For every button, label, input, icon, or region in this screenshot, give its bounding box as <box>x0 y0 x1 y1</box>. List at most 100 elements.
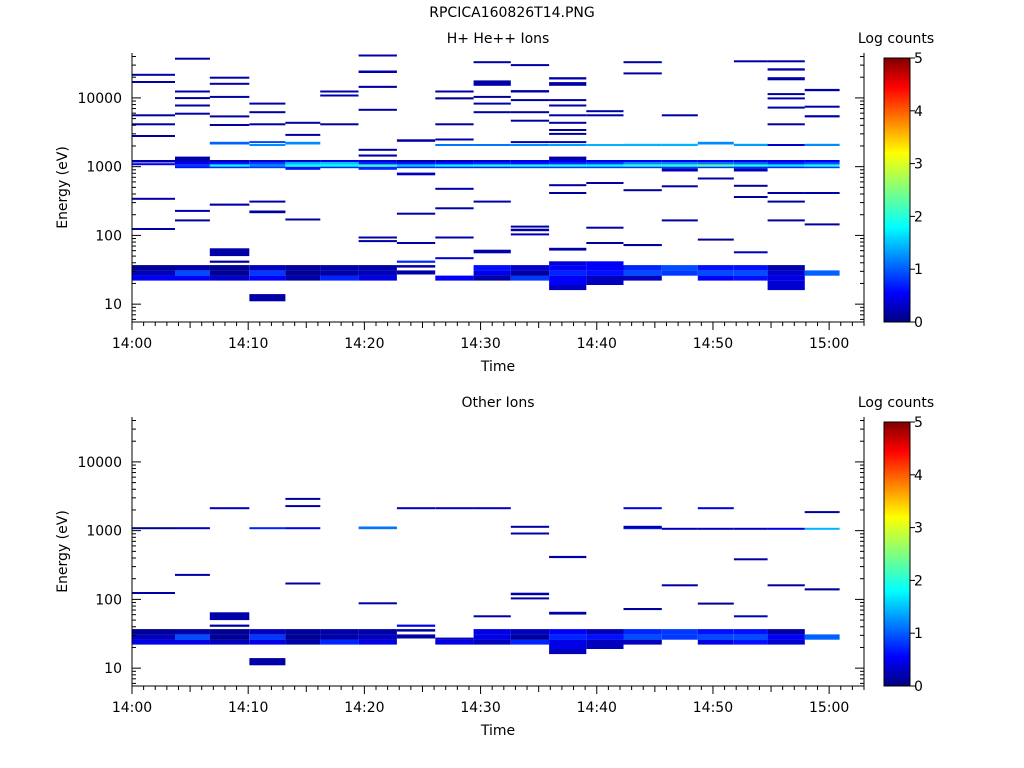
heatmap-cell <box>435 275 474 281</box>
heatmap-cell <box>396 172 436 176</box>
heatmap-cell <box>320 634 359 640</box>
colorbar-tick-label: 1 <box>914 626 923 642</box>
heatmap-cell <box>804 143 840 146</box>
heatmap-cell <box>549 634 587 640</box>
heatmap-cell <box>510 164 550 167</box>
heatmap-cell <box>510 634 550 640</box>
heatmap-cell <box>767 60 805 63</box>
heatmap-cell <box>209 260 250 263</box>
heatmap-cell <box>435 187 474 190</box>
heatmap-cell <box>549 114 587 117</box>
heatmap-cell <box>767 265 805 271</box>
heatmap-cell <box>209 270 250 276</box>
heatmap-cell <box>733 196 768 198</box>
heatmap-cell <box>435 507 474 510</box>
heatmap-cell <box>767 166 805 169</box>
heatmap-cell <box>733 166 768 169</box>
heatmap-cell <box>358 85 397 88</box>
heatmap-cell <box>623 527 662 530</box>
heatmap-cell <box>623 143 662 146</box>
heatmap-cell <box>767 160 805 162</box>
x-tick-label: 14:20 <box>344 700 384 716</box>
heatmap-cell <box>209 95 250 98</box>
heatmap-cell <box>435 97 474 100</box>
heatmap-cell <box>358 164 397 167</box>
heatmap-cell <box>249 265 286 271</box>
x-tick-label: 14:30 <box>460 336 500 352</box>
heatmap-cell <box>285 164 321 167</box>
heatmap-cell <box>586 114 624 117</box>
heatmap-cell <box>804 192 840 194</box>
heatmap-cell <box>132 275 175 281</box>
heatmap-cell <box>697 639 734 645</box>
heatmap-cell <box>586 182 624 184</box>
heatmap-cell <box>804 88 840 92</box>
heatmap-cell <box>209 248 250 257</box>
panel-title: H+ He++ Ions <box>447 31 550 47</box>
heatmap-cell <box>804 162 840 165</box>
heatmap-cell <box>510 629 550 635</box>
heatmap-cell <box>623 608 662 611</box>
heatmap-cell <box>132 123 175 126</box>
heatmap-cell <box>623 507 662 510</box>
heatmap-cell <box>249 658 286 666</box>
heatmap-cell <box>473 639 511 645</box>
heatmap-cell <box>767 77 805 81</box>
heatmap-cell <box>804 223 840 226</box>
heatmap-cell <box>435 257 474 260</box>
heatmap-cell <box>697 634 734 640</box>
heatmap-cell <box>549 261 587 266</box>
heatmap-cell <box>358 526 397 530</box>
heatmap-cell <box>804 164 840 167</box>
heatmap-cell <box>285 634 321 640</box>
heatmap-cell <box>473 615 511 618</box>
heatmap-cell <box>804 527 840 530</box>
heatmap-cell <box>175 156 210 160</box>
heatmap-cell <box>549 99 587 102</box>
heatmap-cell <box>586 634 624 640</box>
heatmap-cell <box>661 185 698 188</box>
heatmap-cell <box>285 218 321 221</box>
heatmap-cell <box>175 166 210 169</box>
heatmap-cell <box>767 144 805 146</box>
heatmap-cell <box>549 141 587 144</box>
colorbar-tick-label: 4 <box>914 104 923 120</box>
heatmap-cell <box>175 160 210 162</box>
heatmap-cell <box>733 639 768 645</box>
heatmap-cell <box>549 144 587 146</box>
heatmap-cell <box>733 527 768 530</box>
heatmap-cell <box>623 634 662 640</box>
heatmap-cell <box>804 634 840 640</box>
heatmap-cell <box>623 265 662 271</box>
heatmap-cell <box>209 160 250 162</box>
colorbar-tick-label: 2 <box>914 573 923 589</box>
heatmap-cell <box>285 160 321 162</box>
figure-title: RPCICA160826T14.PNG <box>429 5 595 21</box>
heatmap-cell <box>358 602 397 605</box>
heatmap-cell <box>473 629 511 635</box>
heatmap-cell <box>473 265 511 271</box>
heatmap-cell <box>132 81 175 83</box>
heatmap-cell <box>473 634 511 640</box>
heatmap-cell <box>623 61 662 64</box>
heatmap-cell <box>586 226 624 229</box>
heatmap-cell <box>132 592 175 594</box>
heatmap-cell <box>175 164 210 167</box>
heatmap-cell <box>767 164 805 167</box>
colorbar-tick-label: 0 <box>914 679 923 695</box>
colorbar-tick-label: 4 <box>914 468 923 484</box>
colorbar-tick-label: 3 <box>914 157 923 173</box>
heatmap-cell <box>697 275 734 281</box>
heatmap-cell <box>209 162 250 165</box>
heatmap-cell <box>249 270 286 276</box>
heatmap-cell <box>510 233 550 236</box>
heatmap-cell <box>804 115 840 118</box>
heatmap-cell <box>320 629 359 635</box>
heatmap-cell <box>697 602 734 605</box>
heatmap-cell <box>661 527 698 530</box>
heatmap-cell <box>209 629 250 635</box>
heatmap-cell <box>473 507 511 510</box>
heatmap-cell <box>549 270 587 276</box>
heatmap-cell <box>285 162 321 165</box>
